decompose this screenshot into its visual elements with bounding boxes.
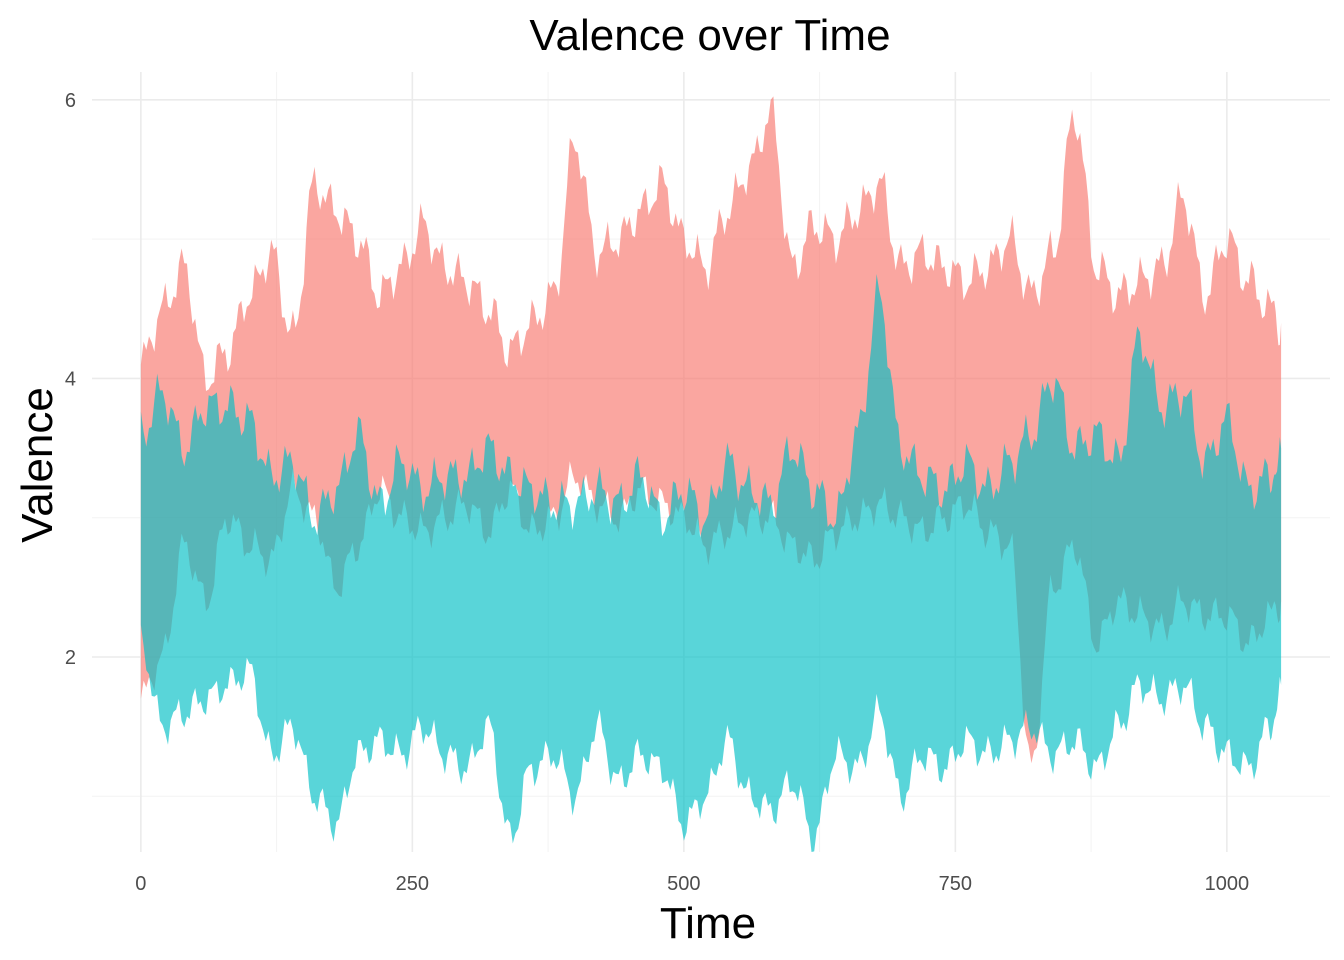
series-layer bbox=[140, 96, 1282, 852]
tick-layer: 2 4 6 0 250 500 750 1000 bbox=[65, 90, 1249, 895]
x-tick-label: 0 bbox=[135, 873, 146, 895]
y-tick-label: 6 bbox=[65, 90, 76, 112]
x-tick-label: 750 bbox=[939, 873, 972, 895]
x-tick-label: 500 bbox=[667, 873, 700, 895]
y-axis-title: Valence bbox=[13, 387, 62, 543]
x-axis-title: Time bbox=[660, 899, 756, 948]
x-tick-label: 250 bbox=[396, 873, 429, 895]
y-tick-label: 4 bbox=[65, 368, 76, 390]
chart-title: Valence over Time bbox=[529, 11, 890, 60]
y-tick-label: 2 bbox=[65, 647, 76, 669]
series-2-ribbon bbox=[140, 274, 1282, 852]
series-1-ribbon bbox=[140, 96, 1282, 764]
x-tick-label: 1000 bbox=[1205, 873, 1250, 895]
